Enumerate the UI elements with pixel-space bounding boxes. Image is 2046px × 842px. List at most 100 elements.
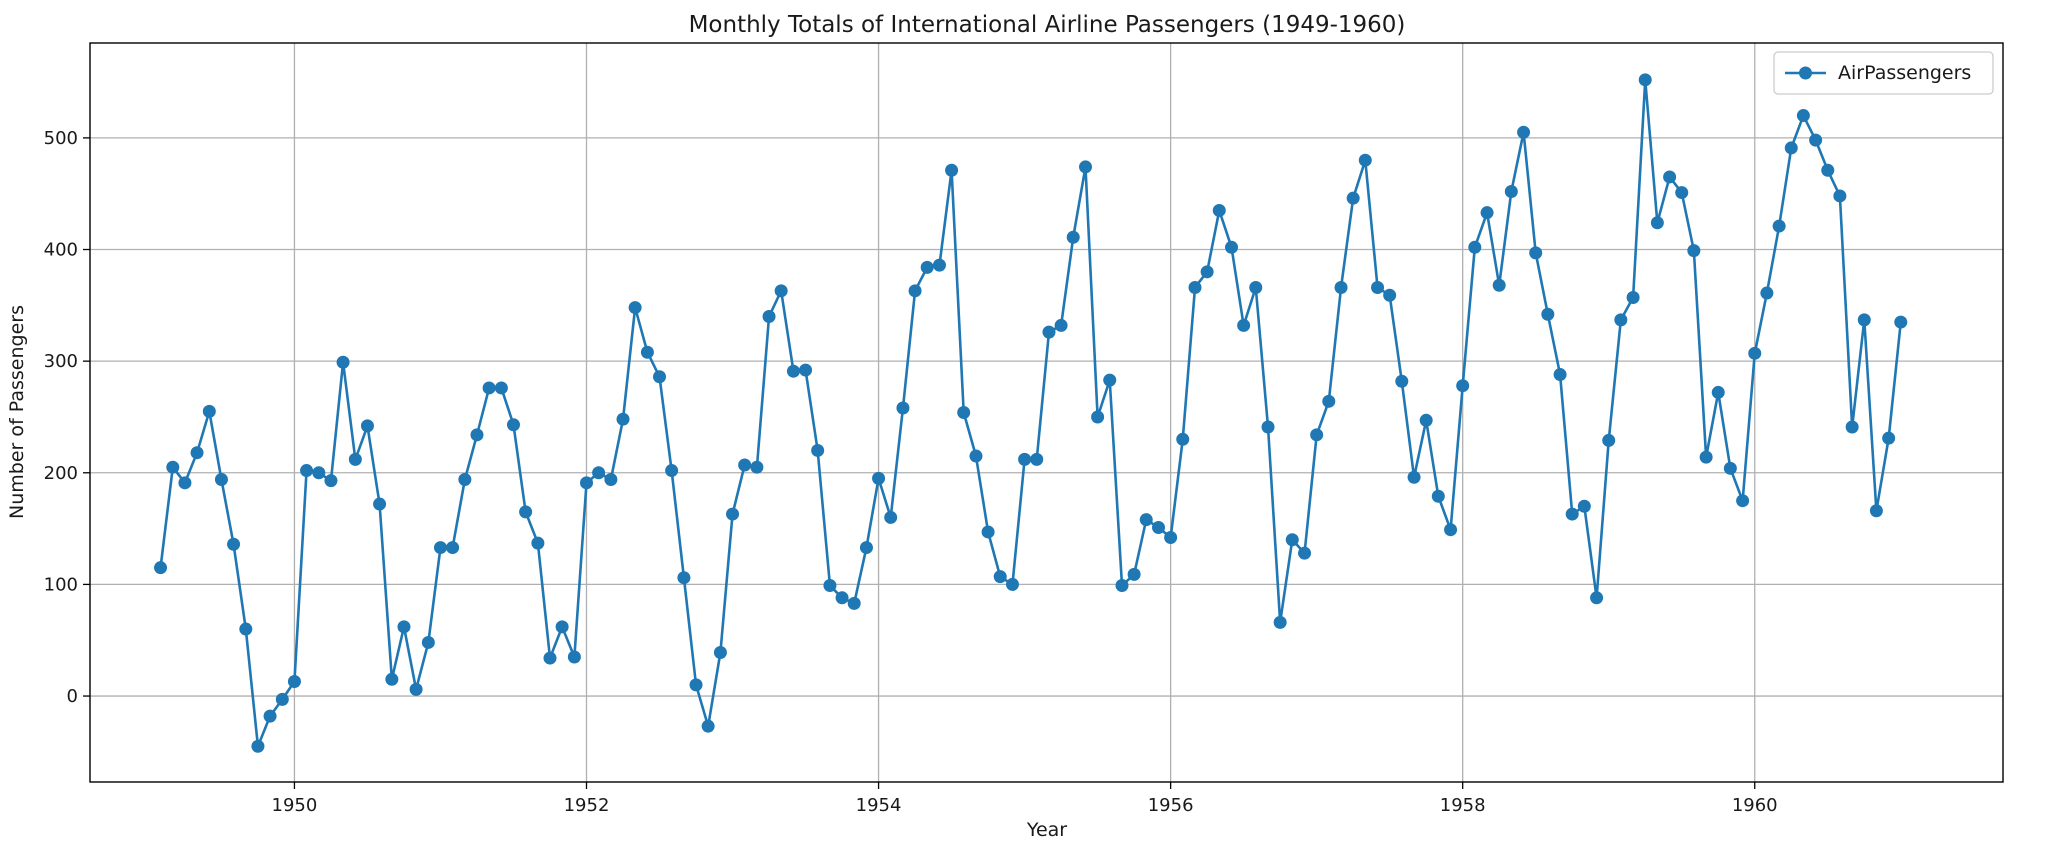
x-tick-label: 1952 xyxy=(564,795,610,816)
y-tick-label: 200 xyxy=(44,463,78,484)
data-point xyxy=(1699,450,1713,464)
y-tick-label: 100 xyxy=(44,574,78,595)
data-point xyxy=(847,596,861,610)
data-point xyxy=(1127,567,1141,581)
data-point xyxy=(494,381,508,395)
x-tick-label: 1954 xyxy=(856,795,902,816)
data-point xyxy=(1030,452,1044,466)
data-point xyxy=(726,507,740,521)
y-axis-title: Number of Passengers xyxy=(6,305,28,519)
data-point xyxy=(214,472,228,486)
data-point xyxy=(1626,291,1640,305)
data-point xyxy=(1383,288,1397,302)
data-point xyxy=(543,651,557,665)
data-point xyxy=(713,646,727,660)
data-point xyxy=(1176,432,1190,446)
data-point xyxy=(799,363,813,377)
data-point xyxy=(665,464,679,478)
data-point xyxy=(433,541,447,555)
data-point xyxy=(1711,385,1725,399)
legend-marker-swatch xyxy=(1799,66,1812,80)
data-point xyxy=(969,449,983,463)
data-point xyxy=(1541,307,1555,321)
x-tick-label: 1958 xyxy=(1440,795,1486,816)
data-point xyxy=(1188,280,1202,294)
data-point xyxy=(689,678,703,692)
data-point xyxy=(1152,520,1166,534)
data-point xyxy=(1553,368,1567,382)
data-point xyxy=(421,635,435,649)
data-point xyxy=(239,622,253,636)
legend-box xyxy=(1773,51,1994,95)
data-point xyxy=(628,301,642,315)
data-point xyxy=(1760,286,1774,300)
data-point xyxy=(1261,420,1275,434)
data-point xyxy=(470,428,484,442)
data-point xyxy=(1845,420,1859,434)
data-point xyxy=(1273,615,1287,629)
data-point xyxy=(1650,216,1664,230)
data-point xyxy=(1115,579,1129,593)
data-point xyxy=(1042,325,1056,339)
data-point xyxy=(567,650,581,664)
data-point xyxy=(920,260,934,274)
data-point xyxy=(945,163,959,177)
data-point xyxy=(1736,494,1750,508)
data-point xyxy=(397,620,411,634)
x-tick-label: 1956 xyxy=(1148,795,1194,816)
data-point xyxy=(1894,315,1908,329)
data-point xyxy=(555,620,569,634)
data-point xyxy=(227,537,241,551)
data-point xyxy=(1468,240,1482,254)
x-tick-label: 1960 xyxy=(1732,795,1778,816)
data-point xyxy=(1577,499,1591,513)
data-point xyxy=(1431,489,1445,503)
data-point xyxy=(287,675,301,689)
data-point xyxy=(190,446,204,460)
data-point xyxy=(409,682,423,696)
data-point xyxy=(1614,313,1628,327)
data-point xyxy=(458,472,472,486)
data-point xyxy=(738,458,752,472)
data-point xyxy=(1504,184,1518,198)
data-point xyxy=(1675,186,1689,200)
data-point xyxy=(859,541,873,555)
data-point xyxy=(786,364,800,378)
data-point xyxy=(1638,73,1652,87)
data-point xyxy=(1322,394,1336,408)
x-axis-title: Year xyxy=(1026,819,1067,841)
data-point xyxy=(872,471,886,485)
data-point xyxy=(1748,346,1762,360)
data-point xyxy=(348,452,362,466)
data-point xyxy=(1882,431,1896,445)
data-point xyxy=(506,418,520,432)
data-point xyxy=(251,739,265,753)
series-layer xyxy=(154,73,1908,753)
data-point xyxy=(993,570,1007,584)
data-point xyxy=(385,672,399,686)
data-point xyxy=(1395,374,1409,388)
data-point xyxy=(762,310,776,323)
series-line-airpassengers xyxy=(159,78,1903,748)
data-point xyxy=(592,466,606,480)
data-point xyxy=(1054,318,1068,332)
grid xyxy=(90,43,2003,782)
data-point xyxy=(154,561,168,575)
data-point xyxy=(1456,379,1470,393)
data-point xyxy=(580,476,593,490)
data-point xyxy=(908,284,922,298)
data-point xyxy=(519,505,533,519)
data-point xyxy=(1723,461,1737,475)
data-point xyxy=(957,406,971,419)
data-point xyxy=(1371,280,1385,294)
data-point xyxy=(677,571,691,585)
plot-frame xyxy=(89,42,2004,783)
data-point xyxy=(1419,413,1433,427)
data-point xyxy=(1164,531,1178,545)
data-point xyxy=(1809,133,1823,147)
data-point xyxy=(811,443,825,457)
data-point xyxy=(1200,265,1214,279)
data-point xyxy=(1237,318,1251,332)
